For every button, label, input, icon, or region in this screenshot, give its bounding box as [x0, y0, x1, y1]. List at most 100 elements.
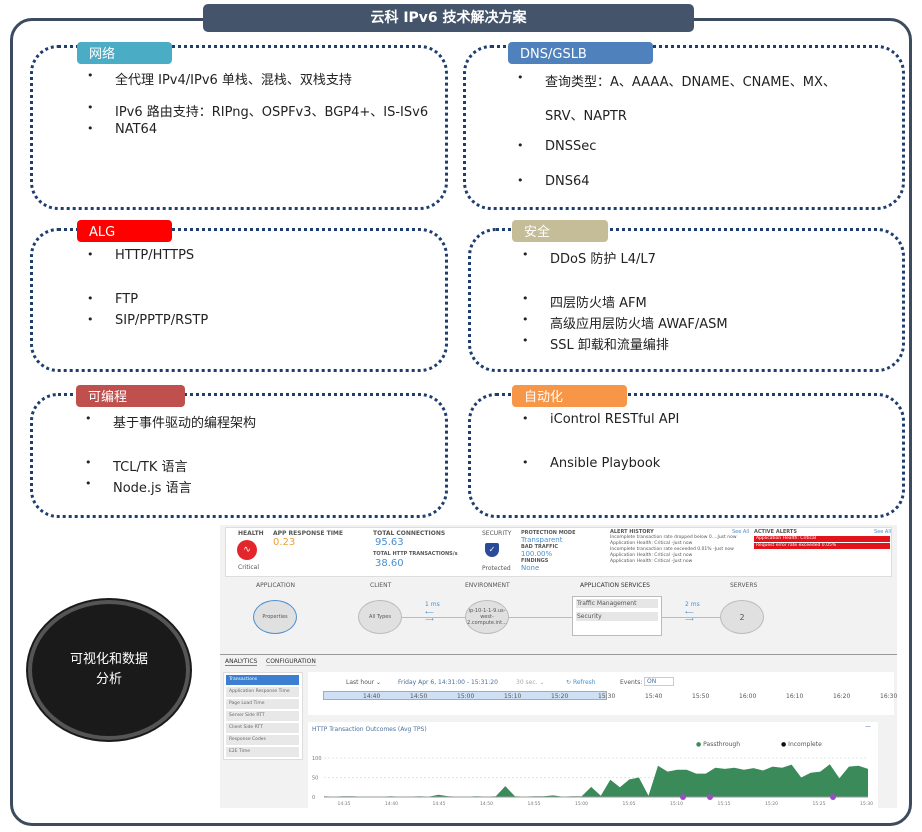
badge-programmable: 可编程	[76, 385, 185, 407]
x-tick-label: 15:30	[860, 801, 873, 807]
legend-passthrough: ● Passthrough	[696, 741, 740, 748]
range-dropdown[interactable]: Last hour ⌄	[346, 679, 382, 686]
time-selection-slider[interactable]	[323, 691, 607, 700]
http-label: TOTAL HTTP TRANSACTIONS/s	[373, 551, 458, 557]
refresh-button[interactable]: ↻ Refresh	[566, 679, 596, 686]
divider	[220, 654, 897, 655]
timeline-tick: 15:10	[504, 693, 522, 700]
client-latency: 1 ms	[425, 601, 440, 608]
timeline-tick: 16:30	[880, 693, 897, 700]
security-service[interactable]: Security	[576, 612, 658, 621]
app-response-value: 0.23	[273, 537, 296, 548]
findings: None	[521, 564, 540, 572]
active-alert[interactable]: Request error rate exceeded 0.05%	[754, 543, 890, 549]
nav-transactions[interactable]: Transactions	[226, 675, 299, 685]
y-tick-label: 50	[312, 776, 318, 782]
connections-label: TOTAL CONNECTIONS	[373, 530, 446, 537]
nav-item[interactable]: Server Side RTT	[226, 711, 299, 721]
list-item: 全代理 IPv4/IPv6 单栈、混栈、双栈支持	[87, 69, 352, 88]
security-status: Protected	[482, 565, 511, 572]
x-tick-label: 14:40	[385, 801, 398, 807]
refresh-label: Refresh	[572, 679, 596, 686]
x-tick-label: 15:15	[718, 801, 731, 807]
health-label: HEALTH	[238, 530, 264, 537]
active-alert[interactable]: Application Health: Critical	[754, 536, 890, 542]
arrows-icon: ⟵ ⟶	[685, 609, 694, 623]
badge-label: 自动化	[524, 390, 564, 405]
list-item: HTTP/HTTPS	[87, 248, 194, 263]
health-status: Critical	[238, 564, 259, 571]
badge-alg: ALG	[77, 220, 172, 242]
active-alerts-label: ACTIVE ALERTS	[754, 529, 797, 535]
list-item: TCL/TK 语言	[85, 456, 188, 475]
alert-item: Application Health: Critical -Just now	[610, 541, 693, 546]
nav-item[interactable]: Client Side RTT	[226, 723, 299, 733]
refresh-icon: ↻	[566, 679, 572, 686]
events-toggle[interactable]: ON	[644, 677, 674, 686]
list-item: DNSSec	[517, 139, 597, 154]
x-tick-label: 15:25	[813, 801, 826, 807]
tab-analytics[interactable]: ANALYTICS	[225, 658, 258, 666]
properties-node[interactable]: Properties	[253, 600, 297, 634]
list-item: SRV、NAPTR	[545, 109, 627, 124]
list-item: 查询类型：A、AAAA、DNAME、CNAME、MX、	[517, 71, 836, 90]
client-header: CLIENT	[370, 582, 392, 589]
automation-panel	[468, 393, 905, 518]
network-panel	[30, 45, 448, 210]
x-tick-label: 14:50	[480, 801, 493, 807]
date-range[interactable]: Friday Apr 6, 14:31:00 - 15:31:20	[398, 679, 498, 686]
collapse-icon[interactable]: —	[865, 723, 871, 730]
badge-security: 安全	[512, 220, 608, 242]
x-tick-label: 14:55	[528, 801, 541, 807]
timeline-tick: 16:00	[739, 693, 757, 700]
timeline-tick: 15:00	[457, 693, 475, 700]
see-all-link[interactable]: See All	[732, 529, 750, 535]
http-value: 38.60	[375, 558, 404, 569]
tab-configuration[interactable]: CONFIGURATION	[266, 658, 316, 666]
client-node[interactable]: All Types	[358, 600, 402, 634]
alert-item: Application Health: Critical -Just now	[610, 553, 693, 558]
x-tick-label: 15:20	[765, 801, 778, 807]
findings-label: FINDINGS	[521, 558, 549, 564]
topology-line	[370, 617, 760, 618]
timeline: 14:40 14:50 15:00 15:10 15:20 15:30 15:40 15:50…	[323, 693, 897, 701]
environment-node[interactable]: ip-10-1-1-9.us-west-2.compute.int...	[465, 600, 509, 634]
servers-node[interactable]: 2	[720, 600, 764, 634]
list-item: DDoS 防护 L4/L7	[522, 248, 656, 267]
interval-dropdown[interactable]: 30 sec. ⌄	[516, 679, 545, 686]
legend-label: Passthrough	[703, 741, 741, 748]
list-item: 基于事件驱动的编程架构	[85, 412, 256, 431]
shield-icon: ✓	[485, 543, 499, 557]
timeline-tick: 16:10	[786, 693, 804, 700]
bad-traffic: 100.00%	[521, 550, 553, 558]
security-panel	[468, 228, 905, 372]
see-all-link[interactable]: See All	[874, 529, 892, 535]
nav-item[interactable]: Page Load Time	[226, 699, 299, 709]
passthrough-area	[324, 764, 868, 797]
event-marker	[680, 794, 686, 800]
list-item: 四层防火墙 AFM	[522, 292, 647, 311]
analytics-circle: 可视化和数据分析	[28, 600, 190, 740]
events-label: Events:	[620, 679, 643, 686]
x-tick-label: 14:45	[433, 801, 446, 807]
analytics-dashboard: HEALTH ∿ Critical APP RESPONSE TIME 0.23…	[220, 525, 897, 808]
event-marker	[707, 794, 713, 800]
nav-item[interactable]: E2E Time	[226, 747, 299, 757]
badge-label: DNS/GSLB	[520, 47, 587, 62]
alert-item: Incomplete transaction rate exceeded 0.0…	[610, 547, 734, 552]
connections-value: 95.63	[375, 537, 404, 548]
badge-network: 网络	[77, 42, 172, 64]
app-response-label: APP RESPONSE TIME	[273, 530, 343, 537]
legend-dot: ●	[781, 741, 787, 748]
nav-item[interactable]: Response Codes	[226, 735, 299, 745]
list-item: FTP	[87, 292, 138, 307]
nav-item[interactable]: Application Response Time	[226, 687, 299, 697]
badge-label: 安全	[524, 225, 551, 240]
list-item: Node.js 语言	[85, 477, 191, 496]
timeline-tick: 14:40	[363, 693, 381, 700]
x-tick-label: 15:05	[623, 801, 636, 807]
protection-mode: Transparent	[521, 536, 563, 544]
security-label: SECURITY	[482, 530, 512, 537]
traffic-management[interactable]: Traffic Management	[576, 599, 658, 608]
timeline-tick: 15:40	[645, 693, 663, 700]
